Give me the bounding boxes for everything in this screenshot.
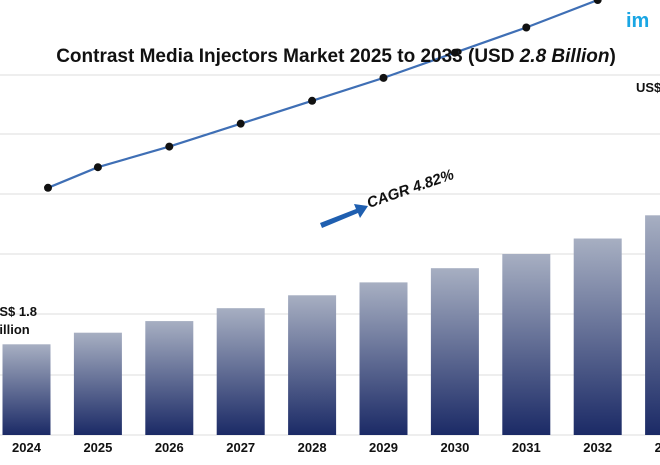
- trend-point: [165, 142, 174, 151]
- trend-point: [522, 23, 531, 32]
- trend-point: [44, 183, 52, 192]
- x-tick-label: 2029: [369, 440, 398, 455]
- x-tick-label: 2027: [226, 440, 255, 455]
- end-value-annotation: US$: [636, 80, 660, 95]
- start-value-annotation: US$ 1.8 Billion: [0, 304, 41, 337]
- trend-point: [236, 119, 245, 128]
- x-tick-label: 2024: [12, 440, 42, 455]
- bar-2024: [2, 344, 51, 435]
- bar-2030: [430, 268, 479, 435]
- trend-point: [379, 73, 388, 82]
- trend-line: [44, 0, 602, 192]
- x-tick-label: 2026: [155, 440, 184, 455]
- x-tick-label: 2025: [83, 440, 112, 455]
- cagr-arrow-icon: [320, 204, 368, 228]
- bar-2026: [145, 321, 194, 435]
- x-tick-label: 2033: [655, 440, 660, 455]
- x-tick-label: 2030: [440, 440, 469, 455]
- x-tick-label: 2032: [583, 440, 612, 455]
- bar-2029: [359, 282, 408, 435]
- bar-2031: [502, 254, 551, 435]
- trend-point: [308, 96, 317, 105]
- trend-point: [593, 0, 602, 5]
- x-tick-label: 2031: [512, 440, 541, 455]
- trend-point: [93, 163, 102, 172]
- bar-2033: [645, 215, 660, 435]
- trend-polyline: [47, 0, 600, 189]
- bar-2032: [573, 238, 622, 435]
- cagr-label: CAGR 4.82%: [365, 166, 456, 212]
- brand-logo: im: [626, 10, 649, 32]
- bar-2025: [73, 332, 122, 435]
- x-axis-tick-labels: 2024 2025 2026 2027 2028 2029 2030 2031 2032 2033: [12, 440, 660, 455]
- bars: [2, 215, 660, 435]
- x-tick-label: 2028: [298, 440, 327, 455]
- bar-2027: [216, 308, 265, 435]
- chart-title: Contrast Media Injectors Market 2025 to …: [56, 46, 616, 67]
- bar-2028: [288, 295, 337, 435]
- trend-point: [450, 48, 459, 57]
